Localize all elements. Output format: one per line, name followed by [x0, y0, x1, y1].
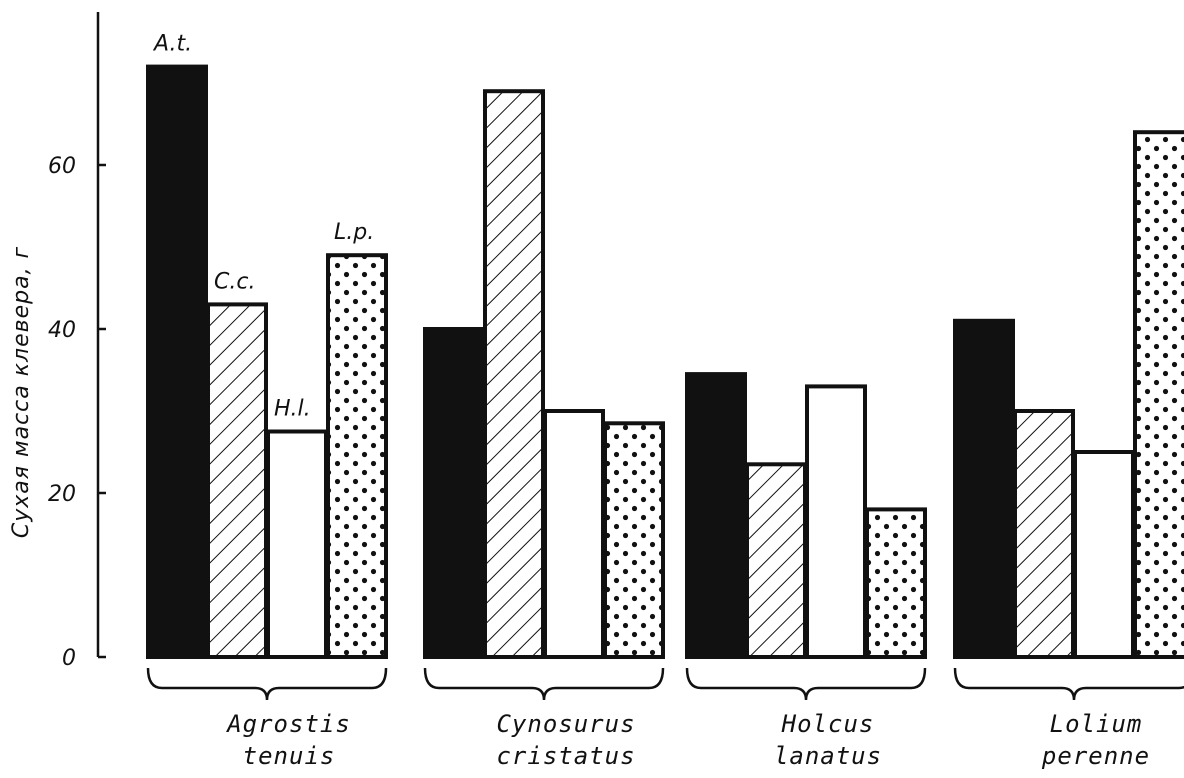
bar-annotations: A.t. C.c. H.l. L.p. [152, 32, 374, 422]
bar [1133, 130, 1184, 659]
bar [206, 302, 268, 659]
y-ticks: 0 20 40 60 [48, 154, 106, 671]
bar [543, 409, 605, 659]
category-label-line2: cristatus [496, 742, 635, 770]
category-label-line1: Cynosurus [496, 710, 635, 738]
bar [423, 327, 485, 659]
bars-group [146, 64, 1184, 660]
group-brace [146, 667, 388, 701]
group-brace [953, 667, 1184, 701]
category-label-line2: tenuis [243, 742, 336, 770]
category-label-line1: Agrostis [225, 710, 351, 738]
category-label-line2: perenne [1041, 742, 1150, 770]
category-label-line2: lanatus [774, 742, 882, 770]
bar [745, 462, 807, 659]
bar [685, 372, 747, 659]
bar [1073, 450, 1135, 659]
category-label-line1: Lolium [1050, 710, 1143, 738]
y-tick-label: 20 [48, 482, 76, 507]
group-braces [146, 667, 1184, 701]
bar [1013, 409, 1075, 659]
category-labels: Agrostis tenuis Cynosurus cristatus Holcus la… [225, 710, 1150, 770]
bar [805, 384, 867, 659]
y-tick-label: 60 [48, 154, 76, 179]
bar-series-label: C.c. [214, 269, 255, 294]
group-brace [423, 667, 665, 701]
bar [603, 421, 665, 659]
bar [483, 89, 545, 659]
group-brace [685, 667, 927, 701]
bar [953, 318, 1015, 659]
bar [326, 253, 388, 659]
bar [865, 507, 927, 659]
y-tick-label: 40 [48, 318, 76, 343]
bar-series-label: A.t. [152, 32, 192, 57]
bar [146, 64, 208, 660]
category-label-line1: Holcus [781, 710, 875, 738]
bar [266, 429, 328, 659]
bar-series-label: L.p. [334, 220, 374, 245]
y-axis-label: Сухая масса клевера, г [9, 246, 34, 538]
y-tick-label: 0 [62, 646, 76, 671]
bar-series-label: H.l. [274, 397, 311, 422]
